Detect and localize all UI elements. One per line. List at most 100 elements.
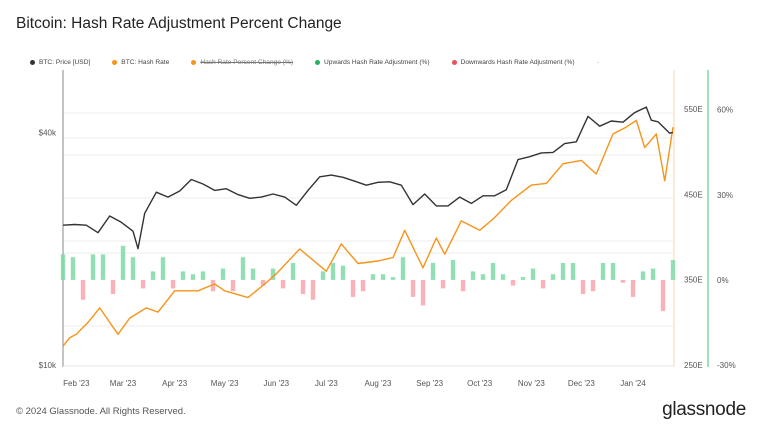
upward-adjustment-bar <box>640 271 646 280</box>
legend-label: BTC: Hash Rate <box>121 59 170 66</box>
upward-adjustment-bar <box>100 254 106 280</box>
x-tick-label: Nov '23 <box>518 379 545 388</box>
legend-dot-icon <box>30 60 35 65</box>
downward-adjustment-bar <box>310 279 316 300</box>
upward-adjustment-bar <box>370 274 376 280</box>
upward-adjustment-bar <box>60 254 66 280</box>
legend-label: - <box>596 59 599 66</box>
legend-item[interactable]: Upwards Hash Rate Adjustment (%) <box>315 59 430 66</box>
legend-dot-icon <box>112 60 118 65</box>
x-tick-label: Sep '23 <box>416 379 443 388</box>
x-tick-label: Mar '23 <box>110 379 137 388</box>
downward-adjustment-bar <box>280 279 286 289</box>
upward-adjustment-bar <box>70 257 76 280</box>
percent-tick-label: 60% <box>717 106 733 115</box>
downward-adjustment-bar <box>210 279 216 292</box>
upward-adjustment-bar <box>450 260 456 280</box>
hash-rate-tick-label: 550E <box>684 105 703 114</box>
downward-adjustment-bar <box>300 279 306 295</box>
upward-adjustment-bar <box>430 262 436 280</box>
legend-dot-icon <box>315 60 321 65</box>
upward-adjustment-bar <box>330 262 336 280</box>
upward-adjustment-bar <box>480 274 486 280</box>
upward-adjustment-bar <box>530 268 536 280</box>
downward-adjustment-bar <box>230 279 236 292</box>
downward-adjustment-bar <box>540 279 546 289</box>
legend-dot-icon <box>451 60 457 65</box>
upward-adjustment-bar <box>560 262 566 280</box>
glassnode-logo: glassnode <box>662 399 746 420</box>
downward-adjustment-bar <box>170 279 176 289</box>
legend-label: Hash Rate Percent Change (%) <box>200 59 294 66</box>
downward-adjustment-bar <box>580 279 586 295</box>
x-tick-label: Aug '23 <box>365 379 392 388</box>
upward-adjustment-bar <box>670 260 676 280</box>
percent-tick-label: 30% <box>717 191 733 200</box>
downward-adjustment-bar <box>110 279 116 295</box>
upward-adjustment-bar <box>340 265 346 280</box>
price-tick-label: $40k <box>39 128 57 137</box>
upward-adjustment-bar <box>600 262 606 280</box>
downward-adjustment-bar <box>510 279 516 286</box>
upward-adjustment-bar <box>90 254 96 280</box>
upward-adjustment-bar <box>270 268 276 280</box>
upward-adjustment-bar <box>550 274 556 280</box>
downward-adjustment-bar <box>350 279 356 297</box>
legend-item[interactable]: BTC: Hash Rate <box>112 59 169 66</box>
upward-adjustment-bar <box>120 245 126 280</box>
hash-rate-tick-label: 350E <box>684 276 703 285</box>
downward-adjustment-bar <box>590 279 596 292</box>
percent-tick-label: -30% <box>717 361 736 370</box>
upward-adjustment-bar <box>130 257 136 280</box>
upward-adjustment-bar <box>200 271 206 280</box>
legend-label: Downwards Hash Rate Adjustment (%) <box>460 59 575 66</box>
chart-title: Bitcoin: Hash Rate Adjustment Percent Ch… <box>16 15 342 32</box>
downward-adjustment-bar <box>420 279 426 306</box>
upward-adjustment-bar <box>500 274 506 280</box>
x-tick-label: Jul '23 <box>315 379 338 388</box>
x-tick-label: Jan '24 <box>620 379 646 388</box>
downward-adjustment-bar <box>140 279 146 289</box>
upward-adjustment-bar <box>400 257 406 280</box>
copyright-footer: © 2024 Glassnode. All Rights Reserved. <box>16 406 186 417</box>
percent-tick-label: 0% <box>717 276 729 285</box>
hash-rate-line <box>62 119 674 347</box>
upward-adjustment-bar <box>240 257 246 280</box>
hash-rate-tick-label: 250E <box>684 361 703 370</box>
legend-item[interactable]: BTC: Price [USD] <box>30 59 90 66</box>
upward-adjustment-bar <box>650 268 656 280</box>
hash-rate-tick-label: 450E <box>684 190 703 199</box>
legend-item[interactable]: Downwards Hash Rate Adjustment (%) <box>451 59 575 66</box>
legend-label: BTC: Price [USD] <box>39 59 91 66</box>
upward-adjustment-bar <box>610 262 616 280</box>
upward-adjustment-bar <box>150 271 156 280</box>
downward-adjustment-bar <box>630 279 636 297</box>
downward-adjustment-bar <box>460 279 466 292</box>
x-tick-label: Jun '23 <box>264 379 290 388</box>
legend-label: Upwards Hash Rate Adjustment (%) <box>324 59 430 66</box>
downward-adjustment-bar <box>80 279 86 300</box>
upward-adjustment-bar <box>390 277 396 280</box>
legend-item[interactable]: Hash Rate Percent Change (%) <box>191 59 293 66</box>
upward-adjustment-bar <box>190 274 196 280</box>
downward-adjustment-bar <box>410 279 416 297</box>
x-tick-label: Oct '23 <box>467 379 493 388</box>
downward-adjustment-bar <box>360 279 366 292</box>
downward-adjustment-bar <box>260 279 266 286</box>
upward-adjustment-bar <box>380 274 386 280</box>
upward-adjustment-bar <box>320 271 326 280</box>
upward-adjustment-bar <box>470 271 476 280</box>
legend-item[interactable]: - <box>597 59 599 66</box>
x-tick-label: May '23 <box>211 379 239 388</box>
downward-adjustment-bar <box>620 279 626 283</box>
price-line <box>62 106 674 250</box>
upward-adjustment-bar <box>290 262 296 280</box>
upward-adjustment-bar <box>570 262 576 280</box>
x-tick-label: Feb '23 <box>63 379 90 388</box>
x-tick-label: Dec '23 <box>568 379 595 388</box>
x-tick-label: Apr '23 <box>162 379 188 388</box>
upward-adjustment-bar <box>220 268 226 280</box>
downward-adjustment-bar <box>440 279 446 289</box>
downward-adjustment-bar <box>660 279 666 312</box>
